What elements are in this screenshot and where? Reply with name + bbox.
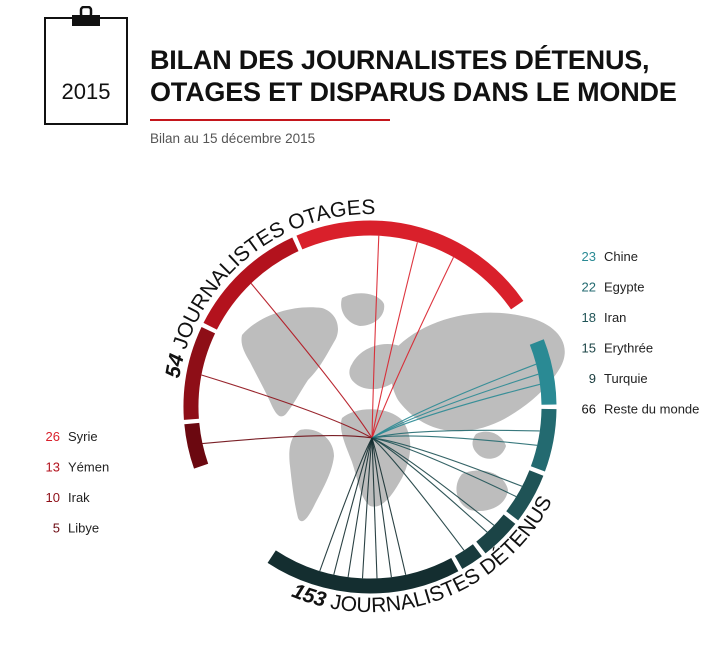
ring-segment-reste-du-monde	[267, 550, 459, 594]
title-line-2: OTAGES ET DISPARUS DANS LE MONDE	[150, 77, 677, 107]
legend-item-syrie: 26 Syrie	[46, 429, 98, 444]
donut-ring	[183, 220, 557, 594]
map-southeast-asia	[472, 431, 506, 459]
legend-value: 9	[589, 371, 596, 386]
legend-item-reste-du-monde: 66 Reste du monde	[582, 402, 700, 417]
ring-segment-libye	[184, 422, 209, 469]
line-iran	[371, 437, 517, 498]
line-chine	[371, 383, 541, 439]
line-reste-du-monde	[333, 437, 373, 575]
line-iran	[371, 437, 523, 487]
line-yemen	[250, 283, 373, 439]
line-reste-du-monde	[319, 437, 373, 572]
legend-item-iran: 18 Iran	[582, 310, 627, 325]
line-egypte	[371, 429, 540, 439]
line-reste-du-monde	[371, 437, 392, 578]
legend-item-libye: 5 Libye	[53, 521, 99, 536]
legend-country: Libye	[68, 521, 99, 536]
legend-value: 66	[582, 402, 596, 417]
line-egypte	[371, 435, 538, 446]
world-map	[241, 293, 565, 522]
line-erythree	[371, 437, 488, 533]
map-australia	[456, 470, 508, 512]
legend-country: Turquie	[604, 371, 648, 386]
legend-country: Yémen	[68, 460, 109, 475]
line-erythree	[371, 437, 495, 526]
line-reste-du-monde	[347, 437, 373, 578]
map-greenland	[341, 293, 385, 326]
legend-value: 13	[46, 460, 60, 475]
map-asia	[390, 312, 565, 432]
line-libye	[202, 434, 373, 445]
ring-segment-egypte	[530, 408, 557, 472]
page-title: BILAN DES JOURNALISTES DÉTENUS, OTAGES E…	[150, 44, 677, 108]
year-label: 2015	[61, 79, 111, 104]
legend-value: 22	[582, 280, 596, 295]
line-turquie	[371, 437, 465, 551]
legend-country: Chine	[604, 249, 638, 264]
legend-value: 18	[582, 310, 596, 325]
year-badge: 2015	[44, 17, 128, 125]
line-chine	[371, 373, 539, 439]
line-syrie	[371, 235, 380, 439]
legend-item-yemen: 13 Yémen	[46, 460, 110, 475]
ring-segment-erythree	[476, 514, 516, 554]
line-reste-du-monde	[371, 437, 378, 579]
legend: 26 Syrie 13 Yémen 10 Irak 5 Libye 23 Chine 22 Egypt…	[46, 249, 700, 536]
line-reste-du-monde	[361, 437, 373, 579]
title-rule	[150, 119, 390, 121]
connection-lines	[201, 235, 541, 579]
legend-item-chine: 23 Chine	[582, 249, 638, 264]
ring-segment-yemen	[203, 237, 299, 330]
ring-segment-syrie	[296, 220, 524, 310]
legend-item-turquie: 9 Turquie	[589, 371, 648, 386]
line-chine	[371, 363, 537, 439]
legend-country: Reste du monde	[604, 402, 699, 417]
line-reste-du-monde	[371, 437, 407, 575]
legend-country: Iran	[604, 310, 626, 325]
ring-segment-turquie	[454, 544, 482, 570]
subtitle: Bilan au 15 décembre 2015	[150, 131, 316, 146]
legend-country: Irak	[68, 490, 90, 505]
legend-country: Erythrée	[604, 341, 653, 356]
legend-value: 15	[582, 341, 596, 356]
legend-value: 23	[582, 249, 596, 264]
legend-value: 10	[46, 490, 60, 505]
line-syrie	[371, 256, 454, 439]
legend-country: Egypte	[604, 280, 644, 295]
line-irak	[201, 374, 373, 439]
legend-country: Syrie	[68, 429, 98, 444]
ring-segment-chine	[529, 339, 557, 405]
legend-value: 5	[53, 521, 60, 536]
legend-item-erythree: 15 Erythrée	[582, 341, 654, 356]
ring-segment-iran	[506, 470, 544, 521]
clipboard-clip-icon	[72, 6, 100, 26]
map-north-america	[241, 307, 338, 417]
map-south-america	[289, 429, 334, 522]
line-syrie	[371, 242, 418, 439]
ring-segment-irak	[183, 326, 216, 420]
title-line-1: BILAN DES JOURNALISTES DÉTENUS,	[150, 45, 650, 75]
legend-item-egypte: 22 Egypte	[582, 280, 645, 295]
legend-item-irak: 10 Irak	[46, 490, 91, 505]
legend-value: 26	[46, 429, 60, 444]
